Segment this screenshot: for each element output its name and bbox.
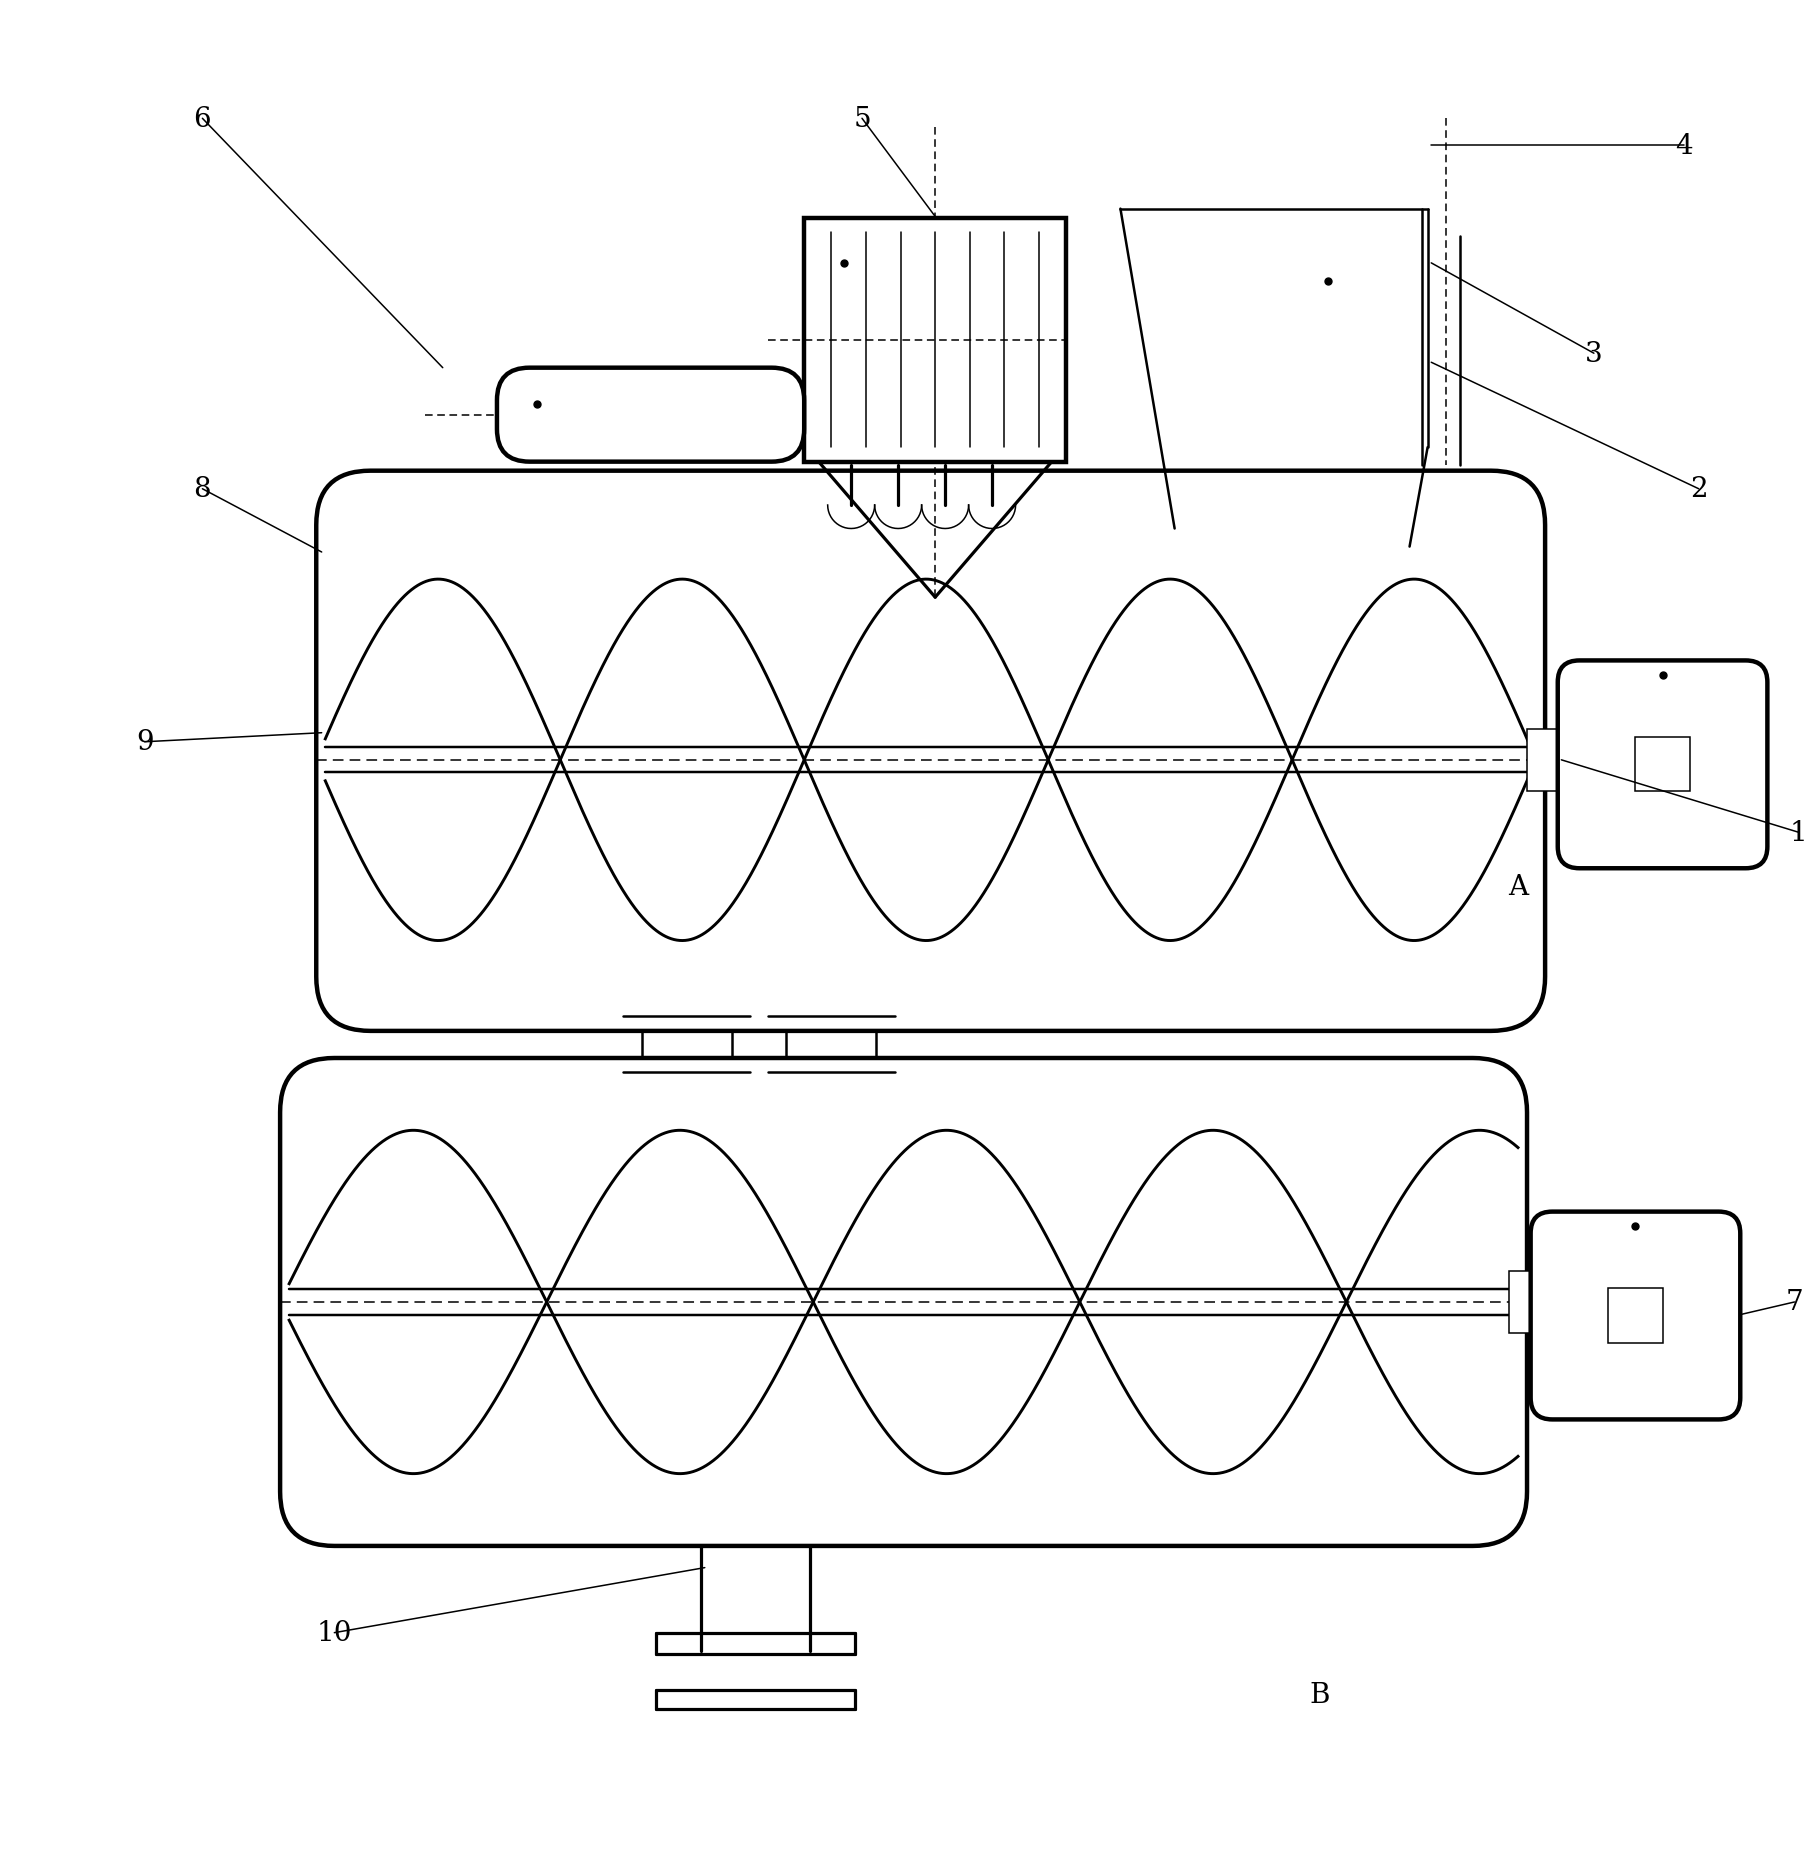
Text: 8: 8 <box>194 475 212 503</box>
Bar <box>1608 1288 1662 1342</box>
Text: 4: 4 <box>1675 132 1693 160</box>
FancyBboxPatch shape <box>497 369 805 462</box>
Text: 10: 10 <box>317 1620 353 1646</box>
Text: A: A <box>1509 874 1529 900</box>
Text: 6: 6 <box>194 106 212 132</box>
FancyBboxPatch shape <box>1558 662 1767 869</box>
Bar <box>1509 1271 1563 1333</box>
Text: 2: 2 <box>1690 475 1708 503</box>
FancyBboxPatch shape <box>1530 1212 1740 1420</box>
Text: 9: 9 <box>136 729 154 755</box>
Bar <box>1635 738 1690 792</box>
Text: B: B <box>1310 1681 1330 1707</box>
Text: 3: 3 <box>1585 341 1603 367</box>
Bar <box>1527 729 1581 790</box>
Text: 7: 7 <box>1785 1288 1804 1316</box>
Text: 1: 1 <box>1789 818 1807 846</box>
FancyBboxPatch shape <box>280 1059 1527 1545</box>
FancyBboxPatch shape <box>317 472 1545 1031</box>
Text: 5: 5 <box>854 106 870 132</box>
Bar <box>805 218 1066 462</box>
